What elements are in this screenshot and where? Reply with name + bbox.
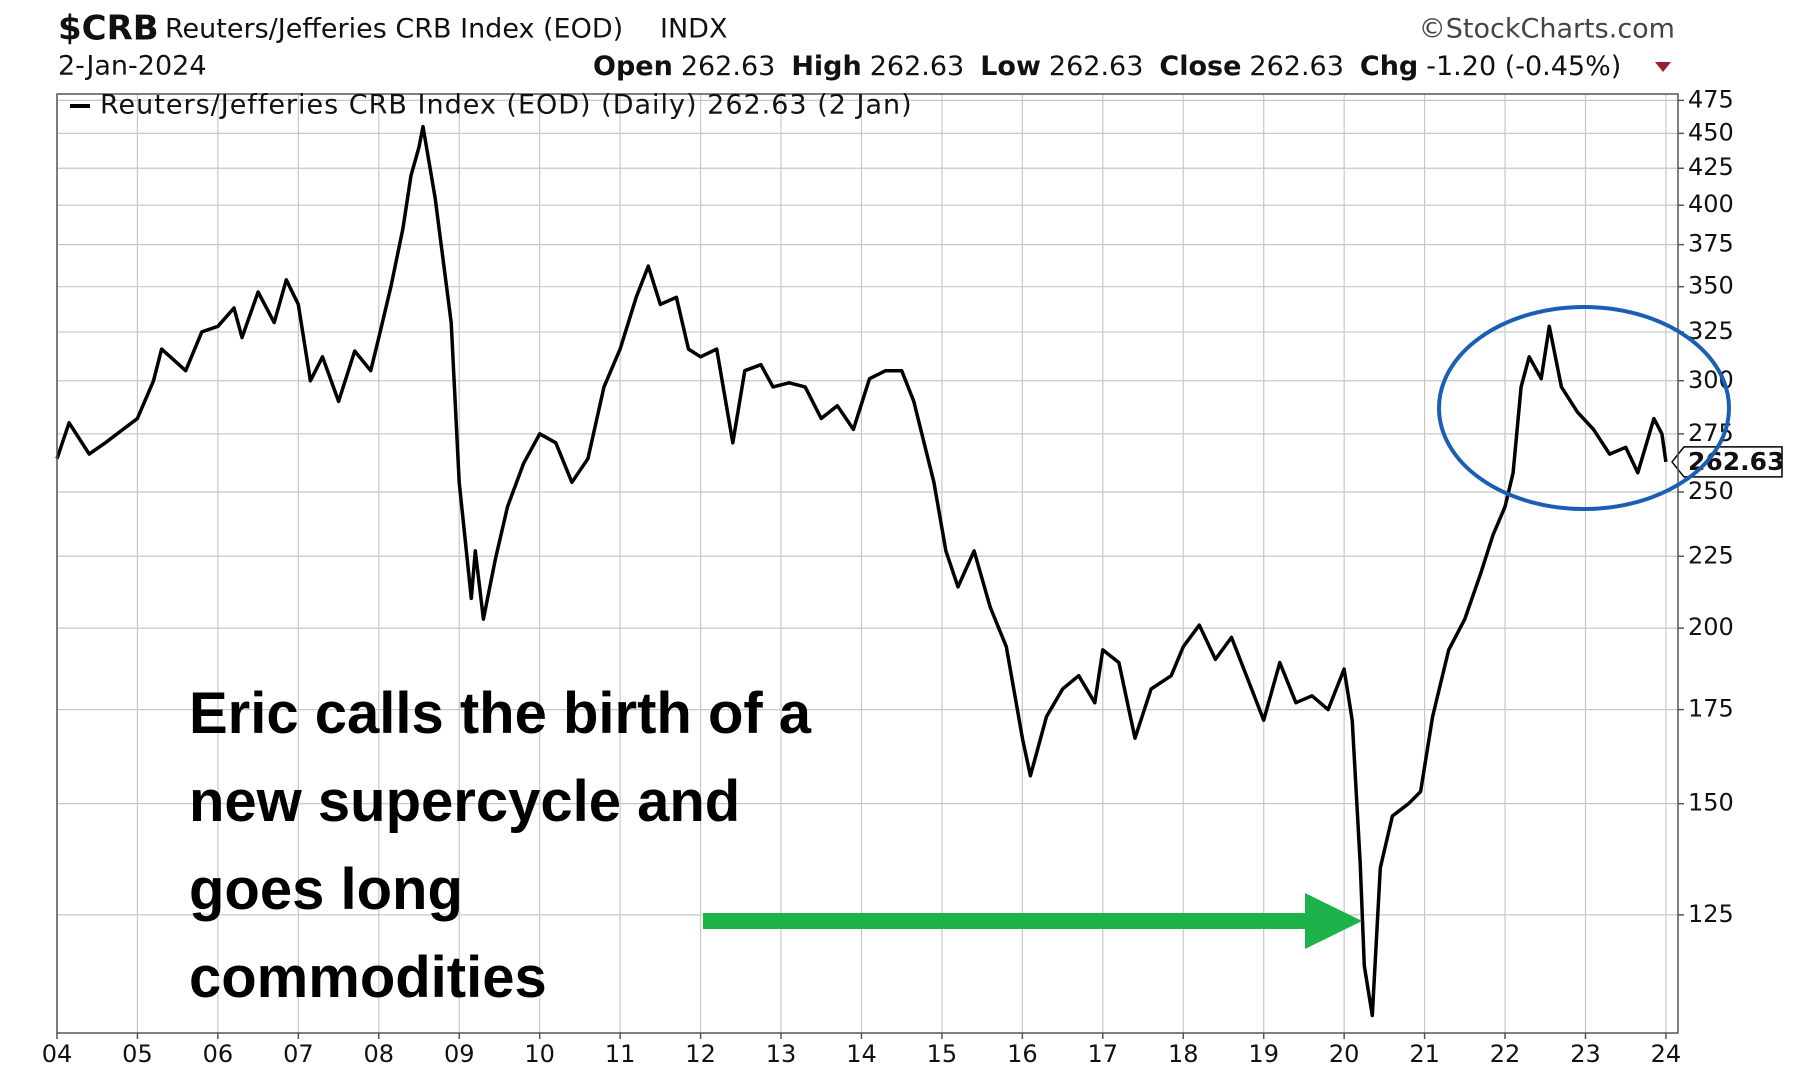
y-tick-label: 375 bbox=[1688, 230, 1734, 258]
y-tick-label: 325 bbox=[1688, 317, 1734, 345]
annotation-line: new supercycle and bbox=[189, 769, 740, 834]
quote-value: 262.63 bbox=[870, 51, 964, 82]
annotation-line: commodities bbox=[189, 945, 547, 1010]
x-tick-label: 08 bbox=[364, 1040, 395, 1068]
price-line bbox=[55, 124, 1668, 1018]
y-tick-label: 450 bbox=[1688, 118, 1734, 146]
x-tick-label: 14 bbox=[846, 1040, 877, 1068]
x-tick-label: 05 bbox=[122, 1040, 153, 1068]
x-tick-label: 11 bbox=[605, 1040, 636, 1068]
x-tick-label: 16 bbox=[1007, 1040, 1038, 1068]
date: 2-Jan-2024 bbox=[58, 51, 207, 82]
x-tick-label: 13 bbox=[766, 1040, 797, 1068]
x-tick-label: 20 bbox=[1329, 1040, 1360, 1068]
quote-value: 262.63 bbox=[1049, 51, 1143, 82]
y-tick-label: 400 bbox=[1688, 190, 1734, 218]
x-tick-label: 17 bbox=[1088, 1040, 1119, 1068]
x-tick-label: 04 bbox=[42, 1040, 73, 1068]
y-tick-label: 425 bbox=[1688, 153, 1734, 181]
quote-label: High bbox=[791, 51, 861, 82]
y-tick-label: 125 bbox=[1688, 900, 1734, 928]
chart-title: Reuters/Jefferies CRB Index (EOD) bbox=[165, 14, 623, 45]
legend-label: Reuters/Jefferies CRB Index (EOD) (Daily… bbox=[100, 90, 913, 121]
annotation-line: goes long bbox=[189, 857, 463, 922]
annotation: Eric calls the birth of a new supercycle … bbox=[189, 681, 812, 1010]
x-tick-label: 12 bbox=[685, 1040, 716, 1068]
y-tick-label: 200 bbox=[1688, 613, 1734, 641]
x-tick-label: 23 bbox=[1570, 1040, 1601, 1068]
symbol: $CRB bbox=[58, 9, 159, 49]
plot-border bbox=[56, 93, 1679, 1034]
x-tick-label: 09 bbox=[444, 1040, 475, 1068]
y-tick-label: 225 bbox=[1688, 541, 1734, 569]
quote-label: Low bbox=[980, 51, 1041, 82]
quote-value: -1.20 (-0.45%) bbox=[1426, 51, 1621, 82]
quote-value: 262.63 bbox=[1249, 51, 1343, 82]
x-tick-label: 15 bbox=[927, 1040, 958, 1068]
y-tick-label: 175 bbox=[1688, 695, 1734, 723]
x-tick-label: 10 bbox=[524, 1040, 555, 1068]
x-tick-label: 18 bbox=[1168, 1040, 1199, 1068]
x-tick-label: 21 bbox=[1409, 1040, 1440, 1068]
last-value-label: 262.63 bbox=[1688, 447, 1784, 476]
x-tick-label: 06 bbox=[203, 1040, 234, 1068]
highlight-ellipse bbox=[1437, 305, 1731, 511]
y-tick-label: 350 bbox=[1688, 272, 1734, 300]
x-tick-label: 07 bbox=[283, 1040, 314, 1068]
y-tick-label: 475 bbox=[1688, 85, 1734, 113]
source: ©StockCharts.com bbox=[1419, 14, 1675, 45]
quote-label: Close bbox=[1159, 51, 1241, 82]
quote-label: Chg bbox=[1360, 51, 1418, 82]
y-tick-label: 250 bbox=[1688, 477, 1734, 505]
x-tick-label: 24 bbox=[1651, 1040, 1682, 1068]
arrow-head bbox=[1305, 893, 1362, 949]
exchange: INDX bbox=[660, 14, 727, 45]
x-tick-label: 22 bbox=[1490, 1040, 1521, 1068]
down-arrow bbox=[1655, 62, 1671, 72]
y-tick-label: 150 bbox=[1688, 789, 1734, 817]
annotation-line: Eric calls the birth of a bbox=[189, 681, 812, 746]
plot-area: 04 05 06 07 08 09 10 11 12 13 14 15 16 17 18 19 20 21 22 23… bbox=[42, 85, 1785, 1068]
quote-value: 262.63 bbox=[681, 51, 775, 82]
quote: Open 262.63 High 262.63 Low 262.63 Close 262.63… bbox=[593, 51, 1621, 82]
x-tick-label: 19 bbox=[1248, 1040, 1279, 1068]
quote-label: Open bbox=[593, 51, 673, 82]
